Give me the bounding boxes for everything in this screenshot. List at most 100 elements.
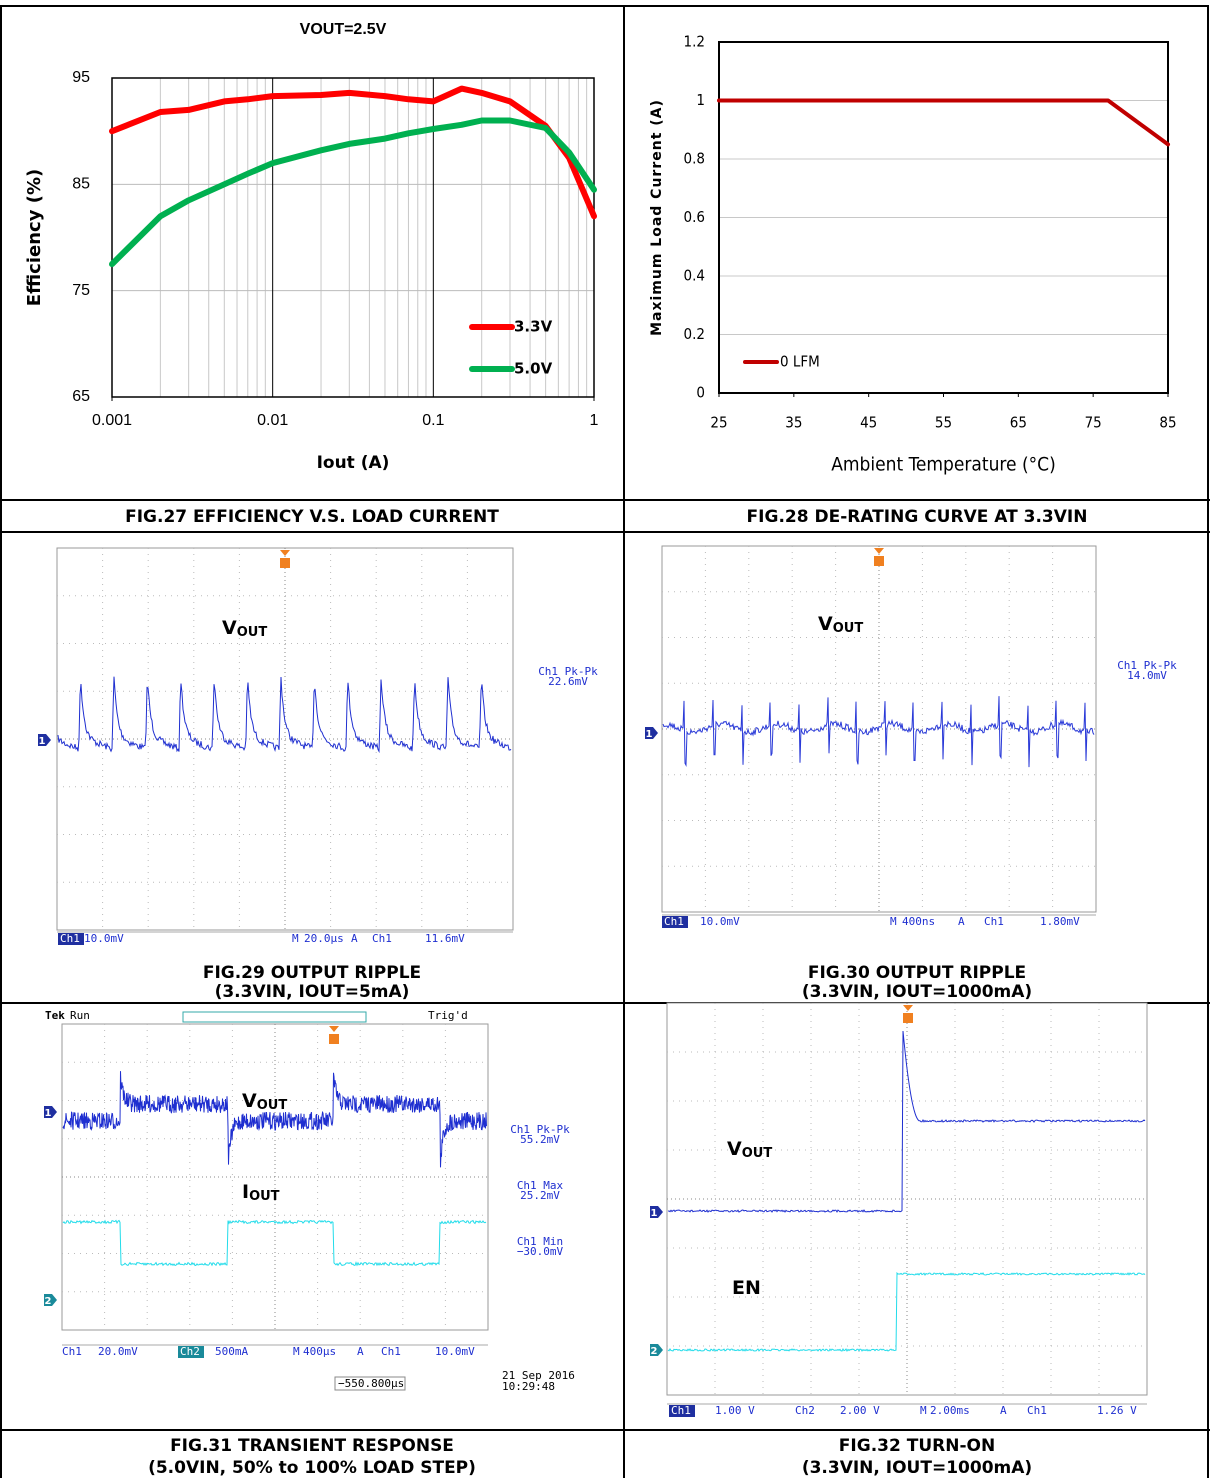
- data-line: [109, 117, 597, 268]
- status-field: M: [920, 1404, 927, 1417]
- y-tick-label: 0.6: [684, 208, 705, 226]
- y-tick-label: 65: [72, 388, 90, 405]
- legend-label: 0 LFM: [780, 353, 820, 371]
- status-field: 10.0mV: [84, 932, 124, 945]
- readout-name: Ch1 Pk-Pk: [510, 1123, 570, 1136]
- label-main: I: [242, 1181, 249, 1203]
- x-axis-label: Ambient Temperature (°C): [831, 454, 1056, 476]
- status-box: [178, 1346, 204, 1358]
- label-sub: OUT: [833, 621, 864, 636]
- label-main: V: [242, 1090, 257, 1112]
- x-tick-label: 45: [860, 414, 877, 432]
- status-field: 11.6mV: [425, 932, 465, 945]
- status-field: Ch1: [372, 932, 392, 945]
- plot-frame: [718, 41, 1169, 394]
- caption: (3.3VIN, IOUT=1000mA): [802, 1458, 1032, 1478]
- readout-value: 55.2mV: [520, 1133, 560, 1146]
- ground-marker: [645, 727, 658, 739]
- waveform: [62, 1219, 487, 1267]
- x-tick-label: 0.01: [257, 412, 288, 429]
- x-tick-label: 0.001: [92, 412, 132, 429]
- status-field: Ch1: [62, 1345, 82, 1358]
- y-tick-label: 0: [696, 384, 705, 402]
- legend-label: 3.3V: [514, 318, 553, 336]
- status-field: Ch1: [381, 1345, 401, 1358]
- ground-marker: [44, 1106, 57, 1118]
- status-field: A: [357, 1345, 364, 1358]
- x-tick-label: 85: [1159, 414, 1176, 432]
- y-tick-label: 95: [72, 69, 90, 86]
- readout-value: 14.0mV: [1127, 669, 1167, 682]
- x-tick-label: 0.1: [422, 412, 444, 429]
- trace-label: EN: [732, 1277, 761, 1299]
- readout-name: Ch1 Min: [517, 1235, 563, 1248]
- x-axis-label: Iout (A): [317, 453, 390, 473]
- ground-marker: [650, 1206, 663, 1218]
- status-field: 10.0mV: [700, 915, 740, 928]
- status-field: Ch1: [671, 1404, 691, 1417]
- date: 21 Sep 2016: [502, 1369, 575, 1382]
- waveform: [62, 1071, 487, 1168]
- ground-marker-label: 2: [651, 1346, 658, 1357]
- readout-name: Ch1 Pk-Pk: [538, 665, 598, 678]
- label-sub: OUT: [257, 1098, 288, 1113]
- y-tick-label: 1.2: [684, 33, 705, 51]
- ground-marker-label: 1: [651, 1208, 658, 1219]
- x-tick-label: 75: [1085, 414, 1102, 432]
- trace-label: VOUT: [242, 1090, 287, 1113]
- x-tick-label: 65: [1010, 414, 1027, 432]
- header-field: Trig'd: [428, 1009, 468, 1022]
- data-line: [717, 98, 1170, 147]
- trace-label: VOUT: [222, 617, 267, 640]
- scope-screenshot: VOUT EN 1 2 Ch1 1.00 V Ch2 2.00 V M 2.00ms A Ch1 1.2…: [650, 1002, 1148, 1417]
- status-field: Ch1: [664, 915, 684, 928]
- y-tick-label: 75: [72, 282, 90, 299]
- x-tick-label: 1: [590, 412, 599, 429]
- trigger-icon: [329, 1026, 339, 1044]
- y-tick-label: 85: [72, 176, 90, 193]
- ground-marker-label: 1: [646, 729, 653, 740]
- offset: −550.800µs: [338, 1377, 404, 1390]
- status-field: Ch1: [984, 915, 1004, 928]
- label-sub: OUT: [742, 1146, 773, 1161]
- status-field: 2.00ms: [930, 1404, 970, 1417]
- status-field: 1.80mV: [1040, 915, 1080, 928]
- y-axis-label: Maximum Load Current (A): [649, 99, 665, 336]
- caption: FIG.27 EFFICIENCY V.S. LOAD CURRENT: [125, 507, 499, 527]
- header-field: Run: [70, 1009, 90, 1022]
- legend-label: 5.0V: [514, 360, 553, 378]
- status-field: Ch2: [795, 1404, 815, 1417]
- status-box: [334, 1376, 406, 1391]
- caption: FIG.29 OUTPUT RIPPLE: [203, 963, 421, 983]
- status-field: 400ns: [902, 915, 935, 928]
- status-box: [58, 933, 84, 945]
- table-frame: [0, 5, 1210, 1482]
- plot-frame: [111, 77, 595, 398]
- caption: (3.3VIN, IOUT=5mA): [215, 982, 410, 1002]
- status-field: 20.0µs: [304, 932, 344, 945]
- y-axis-label: Efficiency (%): [24, 169, 45, 306]
- status-field: Ch2: [180, 1345, 200, 1358]
- waveform: [667, 1271, 1146, 1353]
- x-tick-label: 35: [785, 414, 802, 432]
- waveform: [662, 696, 1095, 768]
- readout-name: Ch1 Pk-Pk: [1117, 659, 1177, 672]
- status-field: 2.00 V: [840, 1404, 880, 1417]
- trigger-icon: [903, 1005, 913, 1023]
- trace-label: VOUT: [818, 613, 863, 636]
- waveform: [667, 1030, 1146, 1213]
- status-field: 10.0mV: [435, 1345, 475, 1358]
- caption: FIG.30 OUTPUT RIPPLE: [808, 963, 1026, 983]
- ground-marker: [650, 1344, 663, 1356]
- status-box: [669, 1405, 695, 1417]
- readout-value: 25.2mV: [520, 1189, 560, 1202]
- label-main: V: [818, 613, 833, 635]
- trigger-icon: [280, 550, 290, 568]
- time: 10:29:48: [502, 1380, 555, 1393]
- caption: FIG.31 TRANSIENT RESPONSE: [170, 1436, 454, 1456]
- data-line: [109, 85, 597, 220]
- x-tick-label: 55: [935, 414, 952, 432]
- readout-name: Ch1 Max: [517, 1179, 564, 1192]
